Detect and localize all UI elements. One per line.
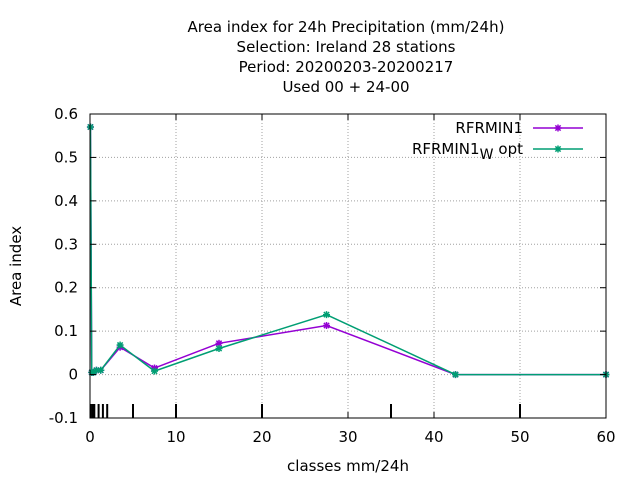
y-tick-label: 0.4 — [54, 192, 78, 210]
title-line-1: Area index for 24h Precipitation (mm/24h… — [188, 18, 505, 36]
grid — [90, 114, 606, 418]
data-point — [323, 321, 330, 329]
legend-item-1: RFRMIN1 — [455, 119, 583, 137]
legend-swatch-marker — [554, 145, 562, 153]
legend-swatch-marker — [554, 124, 562, 132]
data-point — [116, 341, 124, 349]
title-line-3: Period: 20200203-20200217 — [239, 58, 454, 76]
x-tick-label: 20 — [252, 428, 271, 446]
y-tick-labels: -0.1 0 0.1 0.2 0.3 0.4 0.5 0.6 — [49, 105, 78, 427]
x-tick-label: 0 — [85, 428, 95, 446]
title-line-4: Used 00 + 24-00 — [282, 78, 409, 96]
x-tick-label: 40 — [424, 428, 443, 446]
legend-label-main: RFRMIN1 — [412, 140, 480, 158]
x-tick-label: 60 — [596, 428, 615, 446]
x-axis-label: classes mm/24h — [287, 457, 409, 475]
y-tick-label: 0.6 — [54, 105, 78, 123]
x-tick-label: 50 — [510, 428, 529, 446]
y-tick-label: 0.3 — [54, 235, 78, 253]
y-axis-label: Area index — [7, 226, 25, 306]
chart-title: Area index for 24h Precipitation (mm/24h… — [188, 18, 505, 96]
y-tick-label: 0.5 — [54, 148, 78, 166]
series-line-1 — [89, 127, 606, 376]
axis-ticks — [89, 113, 607, 419]
legend-label: RFRMIN1W opt — [412, 140, 523, 163]
y-tick-label: -0.1 — [49, 409, 78, 427]
y-tick-label: 0 — [68, 366, 78, 384]
data-point — [323, 311, 330, 319]
x-tick-label: 30 — [338, 428, 357, 446]
title-line-2: Selection: Ireland 28 stations — [237, 38, 456, 56]
legend-item-2: RFRMIN1W opt — [412, 140, 583, 163]
y-tick-label: 0.1 — [54, 322, 78, 340]
data-point — [151, 367, 158, 375]
legend-label-suffix: opt — [498, 140, 523, 158]
legend-label: RFRMIN1 — [455, 119, 523, 137]
series-line-2 — [89, 127, 606, 376]
class-markers — [89, 404, 521, 418]
data-point — [215, 345, 223, 353]
data-point — [452, 371, 459, 379]
data-point — [97, 366, 105, 374]
y-tick-label: 0.2 — [54, 279, 78, 297]
legend-label-main: RFRMIN1 — [455, 119, 523, 137]
legend-label-subscript: W — [480, 147, 494, 163]
x-tick-labels: 0 10 20 30 40 50 60 — [85, 428, 615, 446]
x-tick-label: 10 — [166, 428, 185, 446]
